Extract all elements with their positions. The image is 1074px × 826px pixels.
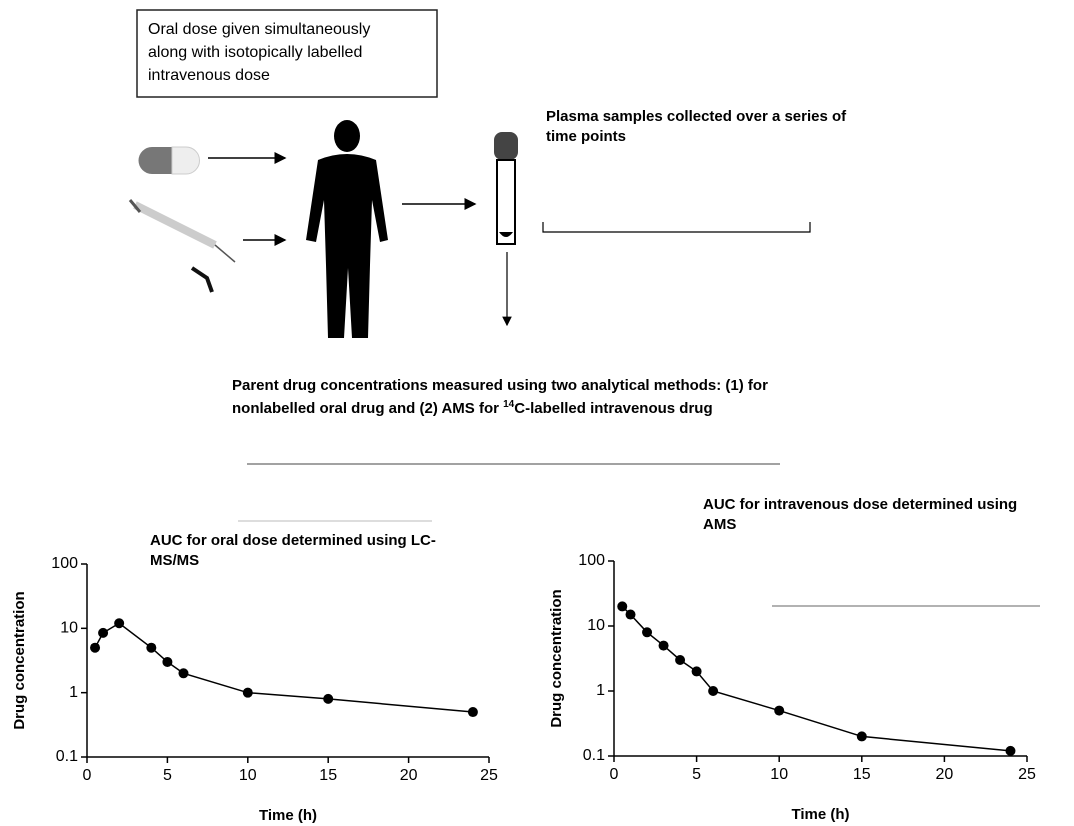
x-tick-label: 10	[770, 766, 788, 783]
data-point	[774, 705, 785, 716]
data-point	[323, 693, 334, 704]
y-tick-label: 1	[69, 684, 78, 701]
capsule	[138, 146, 200, 175]
data-point	[658, 640, 669, 651]
data-point	[242, 687, 253, 698]
y-tick-label: 1	[596, 682, 605, 699]
x-tick-label: 25	[1018, 766, 1036, 783]
chart-title: AUC for oral dose determined using LC-	[150, 532, 436, 549]
data-point	[98, 627, 109, 638]
data-point	[642, 627, 653, 638]
x-tick-label: 10	[239, 767, 257, 784]
plasma-text: Plasma samples collected over a series o…	[546, 108, 847, 125]
x-tick-label: 20	[400, 767, 418, 784]
data-point	[1005, 745, 1016, 756]
x-tick-label: 25	[480, 767, 498, 784]
x-axis-label: Time (h)	[791, 806, 849, 823]
data-point	[90, 642, 101, 653]
methods-text: C-labelled intravenous drug	[514, 400, 712, 417]
x-tick-label: 15	[853, 766, 871, 783]
x-tick-label: 0	[610, 766, 619, 783]
y-tick-label: 10	[60, 620, 78, 637]
data-point	[617, 601, 628, 612]
data-line	[94, 622, 473, 713]
data-point	[178, 668, 189, 679]
methods-text: nonlabelled oral drug and (2) AMS for	[232, 400, 503, 417]
data-line	[621, 605, 1011, 752]
methods-text: nonlabelled oral drug and (2) AMS for 14…	[232, 399, 713, 417]
plasma-text: time points	[546, 128, 626, 145]
y-axis-label: Drug concentration	[548, 589, 565, 727]
x-tick-label: 5	[692, 766, 701, 783]
data-point	[625, 609, 636, 620]
y-tick-label: 10	[587, 617, 605, 634]
superscript: 14	[503, 399, 515, 410]
data-point	[691, 666, 702, 677]
data-point	[856, 731, 867, 742]
chart-title: AMS	[703, 516, 736, 533]
syringe	[128, 199, 236, 293]
y-tick-label: 100	[51, 555, 78, 572]
y-tick-label: 0.1	[583, 747, 605, 764]
bracket	[542, 222, 811, 233]
person	[306, 120, 388, 338]
box-text: Oral dose given simultaneously	[148, 21, 370, 38]
sample-tube	[494, 132, 518, 245]
data-point	[146, 642, 157, 653]
chart-title: AUC for intravenous dose determined usin…	[703, 496, 1017, 513]
box-text: intravenous dose	[148, 67, 270, 84]
y-axis-label: Drug concentration	[11, 591, 28, 729]
data-point	[467, 707, 478, 718]
x-axis-label: Time (h)	[259, 807, 317, 824]
dose-box	[136, 9, 438, 98]
methods-text: Parent drug concentrations measured usin…	[232, 377, 768, 394]
x-tick-label: 5	[163, 767, 172, 784]
box-text: along with isotopically labelled	[148, 44, 362, 61]
x-tick-label: 20	[936, 766, 954, 783]
x-tick-label: 0	[83, 767, 92, 784]
chart-title: MS/MS	[150, 552, 199, 569]
y-tick-label: 100	[578, 552, 605, 569]
data-point	[162, 656, 173, 667]
y-tick-label: 0.1	[56, 748, 78, 765]
data-point	[675, 654, 686, 665]
data-point	[114, 618, 125, 629]
x-tick-label: 15	[319, 767, 337, 784]
data-point	[708, 686, 719, 696]
